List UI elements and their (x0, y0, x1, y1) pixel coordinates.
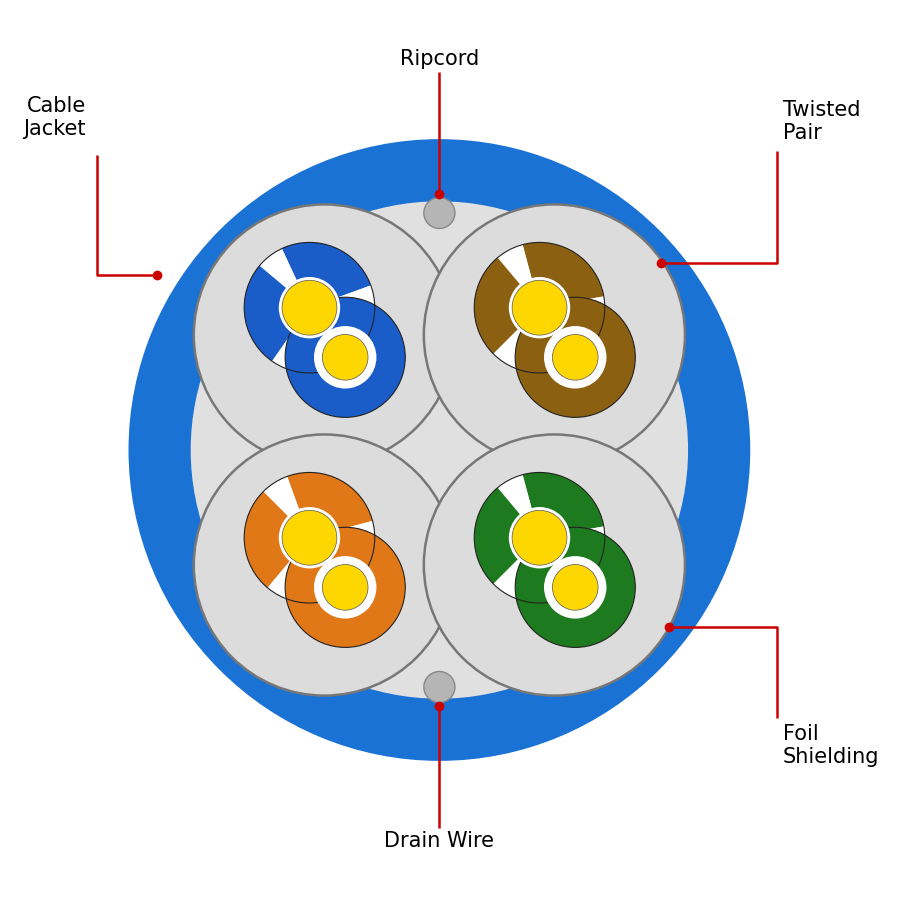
Circle shape (512, 510, 567, 565)
Wedge shape (287, 472, 373, 536)
Wedge shape (493, 542, 537, 599)
Circle shape (282, 510, 337, 565)
Circle shape (553, 335, 599, 380)
Wedge shape (518, 539, 603, 603)
Wedge shape (523, 472, 604, 536)
Circle shape (508, 277, 571, 338)
Wedge shape (282, 242, 371, 306)
Circle shape (314, 556, 376, 618)
Wedge shape (474, 488, 536, 584)
Circle shape (424, 435, 685, 696)
Text: Drain Wire: Drain Wire (384, 831, 494, 850)
Circle shape (285, 297, 405, 418)
Wedge shape (493, 311, 537, 369)
Circle shape (279, 507, 340, 569)
Circle shape (424, 671, 454, 703)
Circle shape (285, 527, 405, 647)
Text: Foil
Shielding: Foil Shielding (783, 724, 879, 767)
Wedge shape (298, 308, 374, 373)
Circle shape (322, 335, 368, 380)
Circle shape (279, 277, 340, 338)
Circle shape (424, 204, 685, 465)
Text: Cable
Jacket: Cable Jacket (23, 96, 86, 140)
Wedge shape (264, 476, 308, 534)
Wedge shape (292, 538, 374, 603)
Wedge shape (544, 296, 605, 325)
Circle shape (314, 326, 376, 389)
Wedge shape (314, 285, 374, 313)
Circle shape (512, 280, 567, 335)
Text: Twisted
Pair: Twisted Pair (783, 100, 860, 143)
Circle shape (515, 297, 635, 418)
Wedge shape (498, 474, 538, 534)
Circle shape (515, 527, 635, 647)
Circle shape (508, 507, 571, 569)
Circle shape (544, 556, 607, 618)
Wedge shape (244, 266, 307, 361)
Wedge shape (314, 521, 374, 549)
Wedge shape (518, 309, 603, 373)
Circle shape (282, 280, 337, 335)
Circle shape (424, 197, 454, 229)
Wedge shape (272, 312, 309, 372)
Text: Ripcord: Ripcord (400, 50, 479, 69)
Circle shape (544, 326, 607, 389)
Wedge shape (523, 242, 604, 307)
Circle shape (129, 140, 751, 760)
Wedge shape (244, 491, 306, 588)
Wedge shape (544, 526, 605, 554)
Wedge shape (498, 245, 538, 303)
Circle shape (191, 202, 688, 698)
Circle shape (553, 564, 599, 610)
Circle shape (322, 564, 368, 610)
Wedge shape (259, 248, 307, 304)
Wedge shape (474, 257, 536, 354)
Circle shape (194, 435, 455, 696)
Wedge shape (267, 542, 308, 601)
Circle shape (194, 204, 455, 465)
